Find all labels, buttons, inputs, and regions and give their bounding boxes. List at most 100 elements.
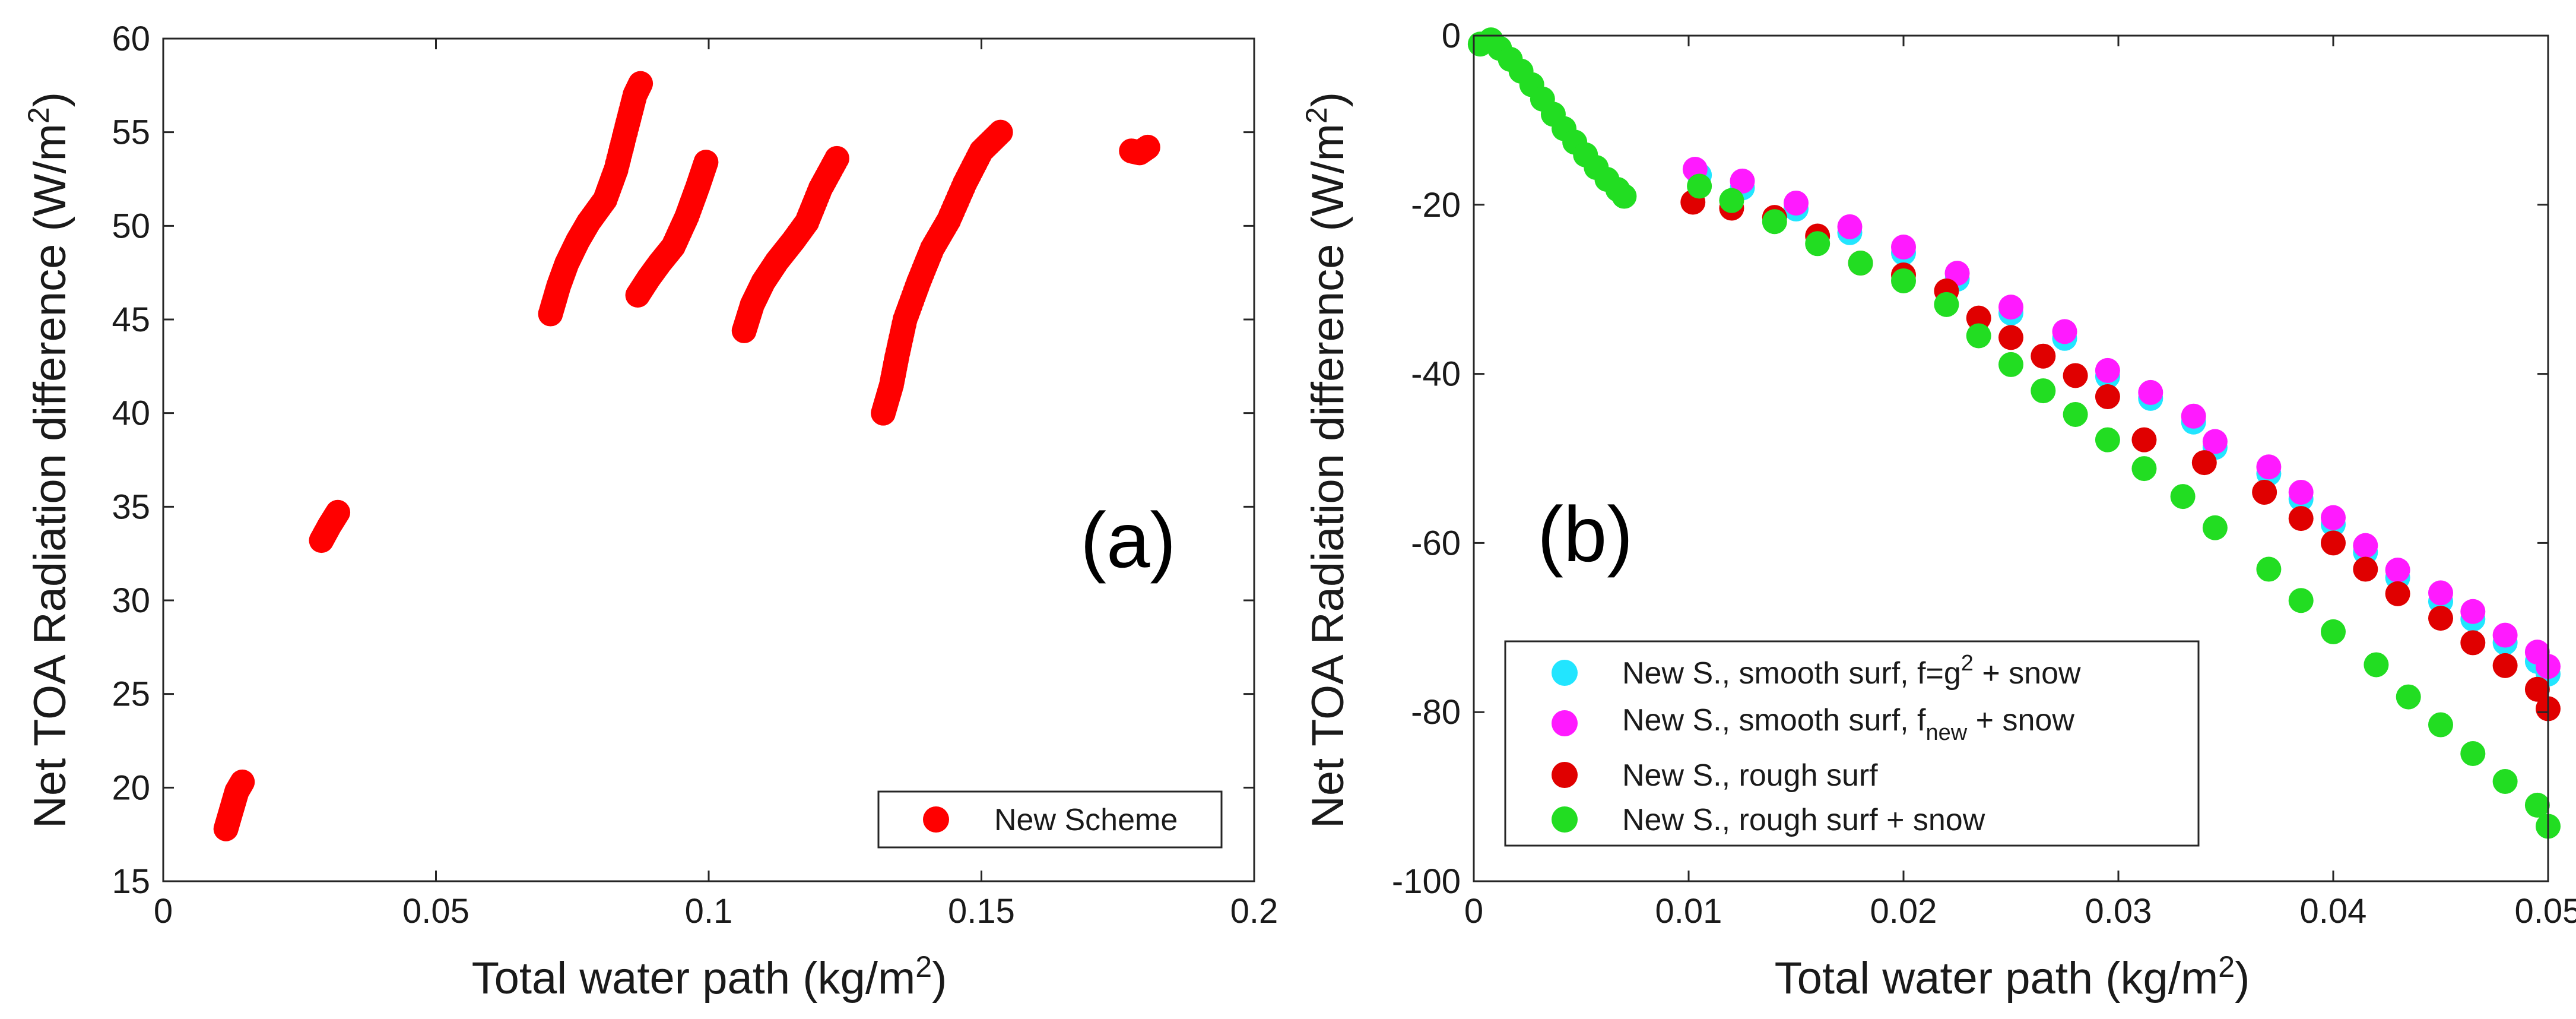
data-point (2460, 740, 2486, 766)
data-point (2063, 363, 2088, 388)
xtick-label: 0.1 (685, 892, 733, 931)
xtick-label: 0.03 (2085, 892, 2152, 931)
data-point (1934, 292, 1959, 317)
data-point (1730, 168, 1755, 194)
legend-marker-rough-snow (1552, 806, 1578, 833)
data-point (2131, 456, 2157, 482)
legend-marker-new-scheme (923, 806, 949, 833)
data-point (2031, 378, 2056, 404)
data-point (2181, 403, 2206, 429)
data-point (1848, 251, 1873, 276)
ytick-label: -100 (1392, 862, 1461, 901)
data-point (2170, 484, 2196, 509)
data-point (2428, 712, 2453, 738)
data-point (988, 119, 1013, 145)
data-point (230, 769, 255, 795)
ytick-label: 0 (1442, 17, 1461, 55)
data-point (2492, 622, 2518, 648)
data-point (2252, 479, 2277, 505)
ytick-label: 15 (112, 862, 150, 901)
data-point (2492, 768, 2518, 794)
data-point (2524, 792, 2550, 818)
ytick-label: 55 (112, 113, 150, 152)
data-point (2288, 588, 2314, 613)
legend-label-new-scheme: New Scheme (994, 803, 1178, 837)
legend-marker-smooth-fnew-snow (1552, 710, 1578, 736)
data-point (824, 145, 849, 171)
data-point (2288, 479, 2314, 505)
ytick-label: 30 (112, 581, 150, 620)
data-point (2095, 384, 2120, 410)
xtick-label: 0 (1464, 892, 1483, 931)
panel-b-ylabel: Net TOA Radiation difference (W/m2) (1300, 92, 1353, 828)
data-point (2095, 357, 2120, 383)
data-point (1966, 323, 1991, 349)
xtick-label: 0.05 (2515, 892, 2576, 931)
panel-b-frame (1473, 34, 2549, 882)
data-point (2052, 319, 2077, 344)
data-point (2191, 450, 2217, 476)
panel-b-points (1467, 27, 2561, 839)
ytick-label: -80 (1411, 693, 1461, 732)
ytick-label: 45 (112, 300, 150, 339)
legend-label-smooth-fnew-snow: New S., smooth surf, fnew + snow (1622, 703, 2074, 745)
data-point (2202, 429, 2228, 454)
data-point (2460, 599, 2486, 624)
data-point (1891, 268, 1916, 293)
xtick-label: 0.04 (2300, 892, 2367, 931)
legend-label-rough: New S., rough surf (1622, 758, 1878, 793)
panel-b-ticks: 0 0.01 0.02 0.03 0.04 0.05 0 -20 -40 -60 -80 -100 (1392, 17, 2576, 931)
panel-a-ylabel: Net TOA Radiation difference (W/m2) (22, 92, 75, 828)
data-point (2364, 652, 2389, 678)
legend-marker-rough (1552, 762, 1578, 788)
data-point (2321, 505, 2346, 530)
data-point (2460, 630, 2486, 656)
panel-b: 0 0.01 0.02 0.03 0.04 0.05 0 -20 -40 -60 -80 -100 (… (1300, 17, 2576, 1004)
data-point (2095, 427, 2120, 452)
ytick-label: 40 (112, 394, 150, 433)
data-point (2428, 580, 2453, 606)
data-point (2321, 530, 2346, 556)
panel-b-label: (b) (1537, 490, 1633, 578)
xtick-label: 0 (154, 892, 173, 931)
legend-label-smooth-fg2-snow: New S., smooth surf, f=g2 + snow (1622, 651, 2081, 691)
data-point (2063, 401, 2088, 427)
data-point (1687, 173, 1712, 199)
data-point (2131, 427, 2157, 452)
ytick-label: -40 (1411, 355, 1461, 394)
xtick-label: 0.2 (1230, 892, 1279, 931)
xtick-label: 0.02 (1870, 892, 1937, 931)
data-point (2353, 533, 2378, 558)
data-point (1611, 183, 1637, 209)
data-point (1135, 134, 1160, 160)
xtick-label: 0.15 (948, 892, 1015, 931)
data-point (2385, 557, 2410, 583)
data-point (2256, 556, 2282, 582)
data-point (1891, 235, 1916, 260)
data-point (2428, 606, 2453, 631)
panel-a-ticks: 0 0.05 0.1 0.15 0.2 15 20 25 30 35 40 45 50 55 60 (112, 20, 1278, 931)
panel-b-xlabel: Total water path (kg/m2) (1775, 950, 2250, 1004)
panel-a-points (213, 71, 1160, 841)
data-point (628, 71, 653, 96)
data-point (2492, 653, 2518, 678)
data-point (2396, 684, 2421, 710)
panel-a-legend: New Scheme (877, 790, 1223, 849)
data-point (2524, 676, 2550, 702)
ytick-label: -20 (1411, 186, 1461, 224)
xtick-label: 0.05 (402, 892, 469, 931)
data-point (2321, 619, 2346, 644)
data-point (693, 150, 719, 175)
xtick-label: 0.01 (1655, 892, 1722, 931)
panel-b-legend: New S., smooth surf, f=g2 + snow New S.,… (1504, 640, 2200, 847)
data-point (1719, 188, 1744, 213)
data-point (1784, 190, 1809, 216)
data-point (1998, 352, 2023, 377)
data-point (1805, 231, 1831, 257)
data-point (325, 499, 351, 525)
ytick-label: 35 (112, 488, 150, 526)
legend-marker-smooth-fg2-snow (1552, 660, 1578, 686)
data-point (2031, 343, 2056, 369)
ytick-label: 25 (112, 675, 150, 714)
